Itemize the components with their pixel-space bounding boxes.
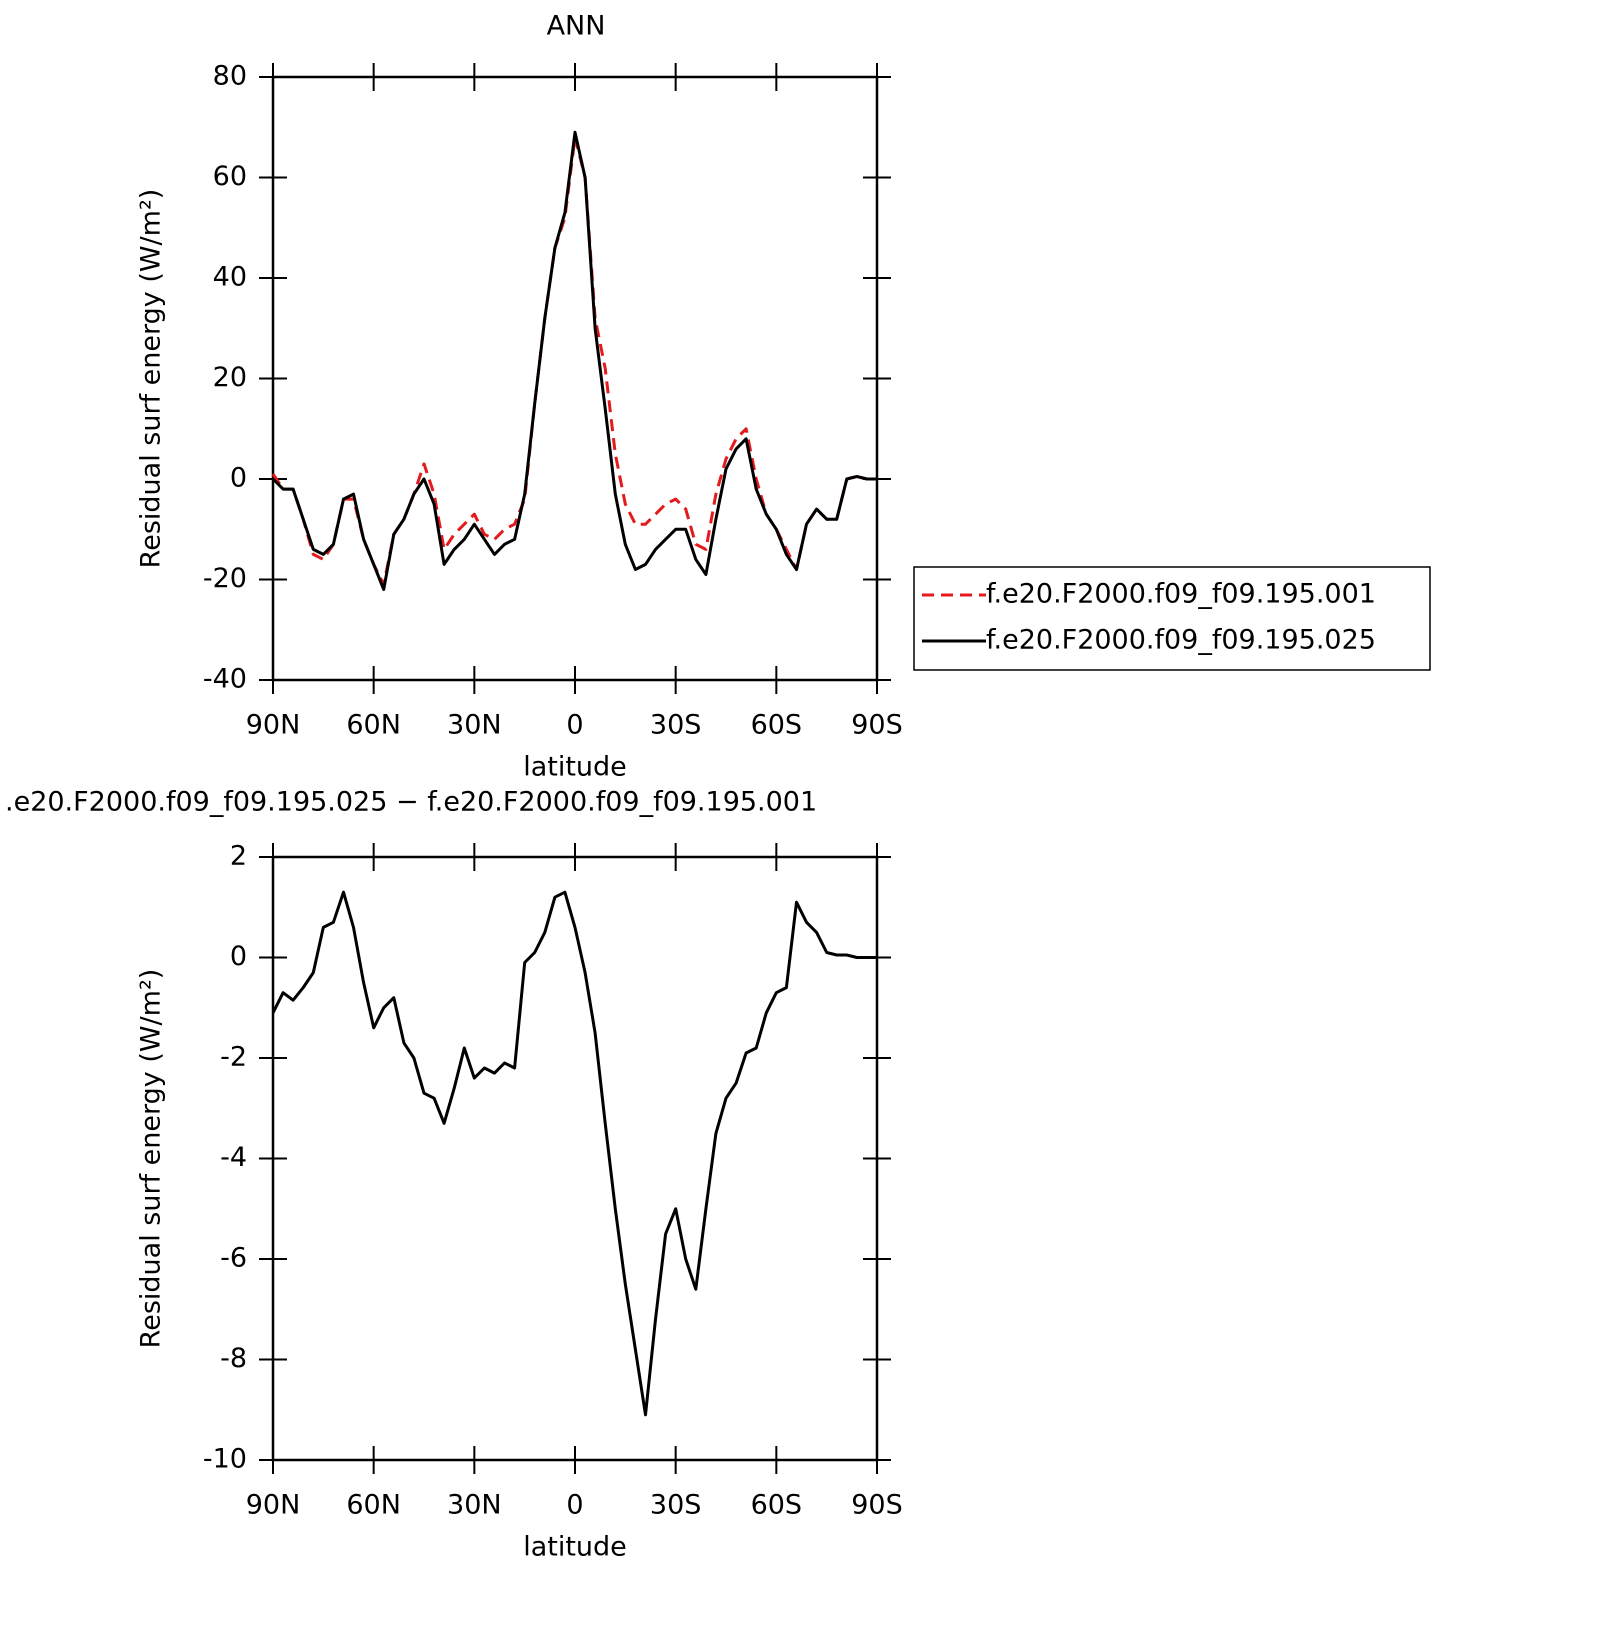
x-tick-label: 60N: [346, 1490, 401, 1521]
legend-box: [913, 566, 1431, 671]
legend-label: f.e20.F2000.f09_f09.195.001: [986, 579, 1376, 610]
x-tick-label: 90N: [246, 710, 301, 741]
x-tick-label: 60S: [751, 1490, 803, 1521]
x-tick-label: 90S: [851, 710, 903, 741]
x-tick-label: 90S: [851, 1490, 903, 1521]
y-tick-label: 0: [230, 463, 247, 494]
y-tick-label: 20: [213, 362, 247, 393]
plot-frame: [271, 855, 879, 1462]
x-tick-label: 60S: [751, 710, 803, 741]
x-tick-label: 90N: [246, 1490, 301, 1521]
y-tick-label: 80: [213, 61, 247, 92]
x-tick-label: 30S: [650, 710, 702, 741]
y-tick-label: -20: [203, 563, 247, 594]
data-line: [271, 890, 877, 1417]
chart-title: .e20.F2000.f09_f09.195.025 − f.e20.F2000…: [5, 787, 817, 818]
y-tick-label: -8: [220, 1343, 247, 1374]
y-tick-label: -10: [203, 1444, 247, 1475]
y-tick-label: -6: [220, 1243, 247, 1274]
x-tick-label: 30N: [447, 1490, 502, 1521]
y-tick-label: -40: [203, 664, 247, 695]
y-tick-label: 2: [230, 841, 247, 872]
data-line: [271, 135, 877, 586]
x-axis-label: latitude: [523, 1532, 627, 1563]
x-tick-label: 30S: [650, 1490, 702, 1521]
y-axis-label: Residual surf energy (W/m²): [136, 189, 167, 569]
y-tick-label: -4: [220, 1142, 247, 1173]
data-line: [271, 130, 877, 591]
plot-frame: [271, 75, 879, 682]
x-tick-label: 60N: [346, 710, 401, 741]
y-tick-label: 0: [230, 941, 247, 972]
x-tick-label: 0: [566, 1490, 583, 1521]
y-axis-label: Residual surf energy (W/m²): [136, 969, 167, 1349]
x-axis-label: latitude: [523, 752, 627, 783]
x-tick-label: 0: [566, 710, 583, 741]
x-tick-label: 30N: [447, 710, 502, 741]
chart-title: ANN: [547, 11, 606, 42]
y-tick-label: 60: [213, 161, 247, 192]
y-tick-label: -2: [220, 1042, 247, 1073]
legend-label: f.e20.F2000.f09_f09.195.025: [986, 625, 1376, 656]
y-tick-label: 40: [213, 262, 247, 293]
